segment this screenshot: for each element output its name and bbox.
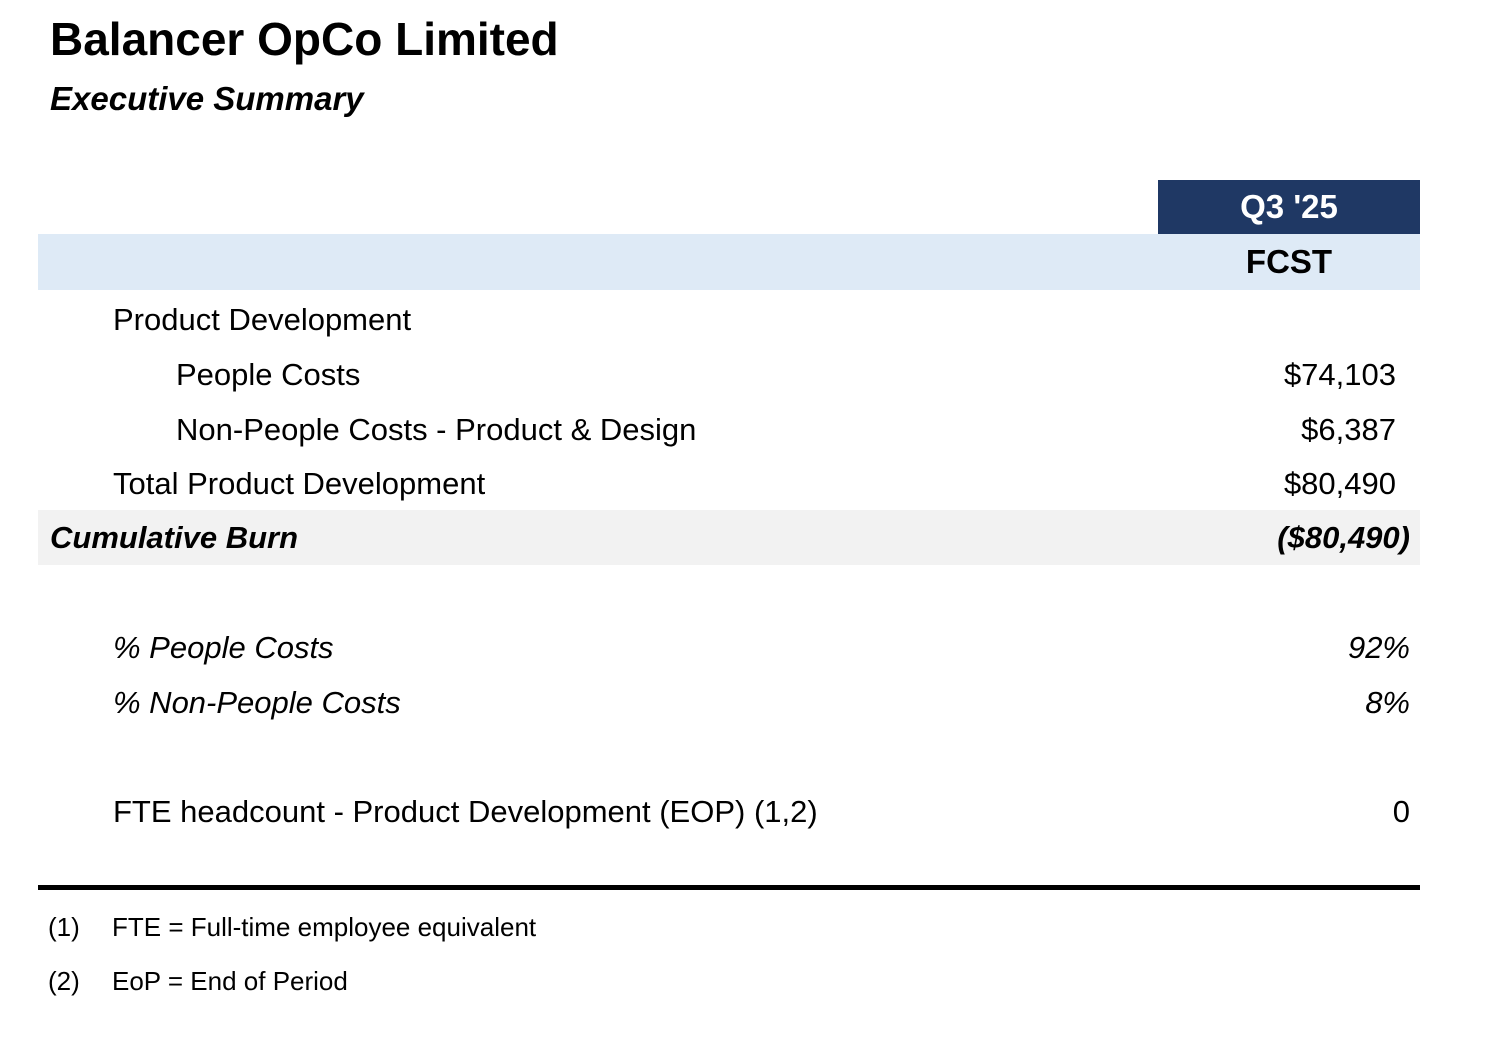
row-value: 0 (1392, 793, 1410, 829)
table-row: Total Product Development $80,490 (38, 456, 1420, 511)
table-row: Product Development (38, 292, 1420, 347)
footnote-text: EoP = End of Period (112, 966, 348, 996)
row-label: % Non-People Costs (113, 684, 401, 720)
row-label: Product Development (113, 301, 412, 337)
row-label: % People Costs (113, 629, 334, 665)
row-value: 92% (1347, 629, 1410, 665)
row-label: Non-People Costs - Product & Design (176, 411, 697, 447)
row-value: $6,387 (1301, 411, 1396, 447)
row-value: $80,490 (1283, 465, 1396, 501)
row-value: $74,103 (1283, 356, 1396, 392)
row-label: FTE headcount - Product Development (EOP… (113, 793, 818, 829)
table-row: % People Costs 92% (38, 620, 1420, 675)
header-band (38, 234, 1420, 290)
table-row: Cumulative Burn ($80,490) (38, 510, 1420, 565)
subtitle: Executive Summary (50, 80, 364, 117)
row-label: People Costs (176, 356, 361, 392)
table-row: % Non-People Costs 8% (38, 675, 1420, 730)
table-row: FTE headcount - Product Development (EOP… (38, 784, 1420, 839)
row-value: 8% (1365, 684, 1410, 720)
row-value: ($80,490) (1277, 519, 1410, 555)
divider (38, 885, 1420, 890)
title: Balancer OpCo Limited (50, 13, 559, 65)
footnote-text: FTE = Full-time employee equivalent (112, 912, 537, 942)
footnote-marker: (1) (48, 912, 80, 942)
table-row: Non-People Costs - Product & Design $6,3… (38, 402, 1420, 457)
footnote: (1) FTE = Full-time employee equivalent (48, 912, 536, 943)
row-label: Cumulative Burn (50, 519, 299, 555)
footnote: (2) EoP = End of Period (48, 966, 348, 997)
row-label: Total Product Development (113, 465, 486, 501)
table-row: People Costs $74,103 (38, 347, 1420, 402)
column-type: FCST (1245, 243, 1333, 280)
footnote-marker: (2) (48, 966, 80, 996)
column-period: Q3 '25 (1158, 180, 1420, 234)
